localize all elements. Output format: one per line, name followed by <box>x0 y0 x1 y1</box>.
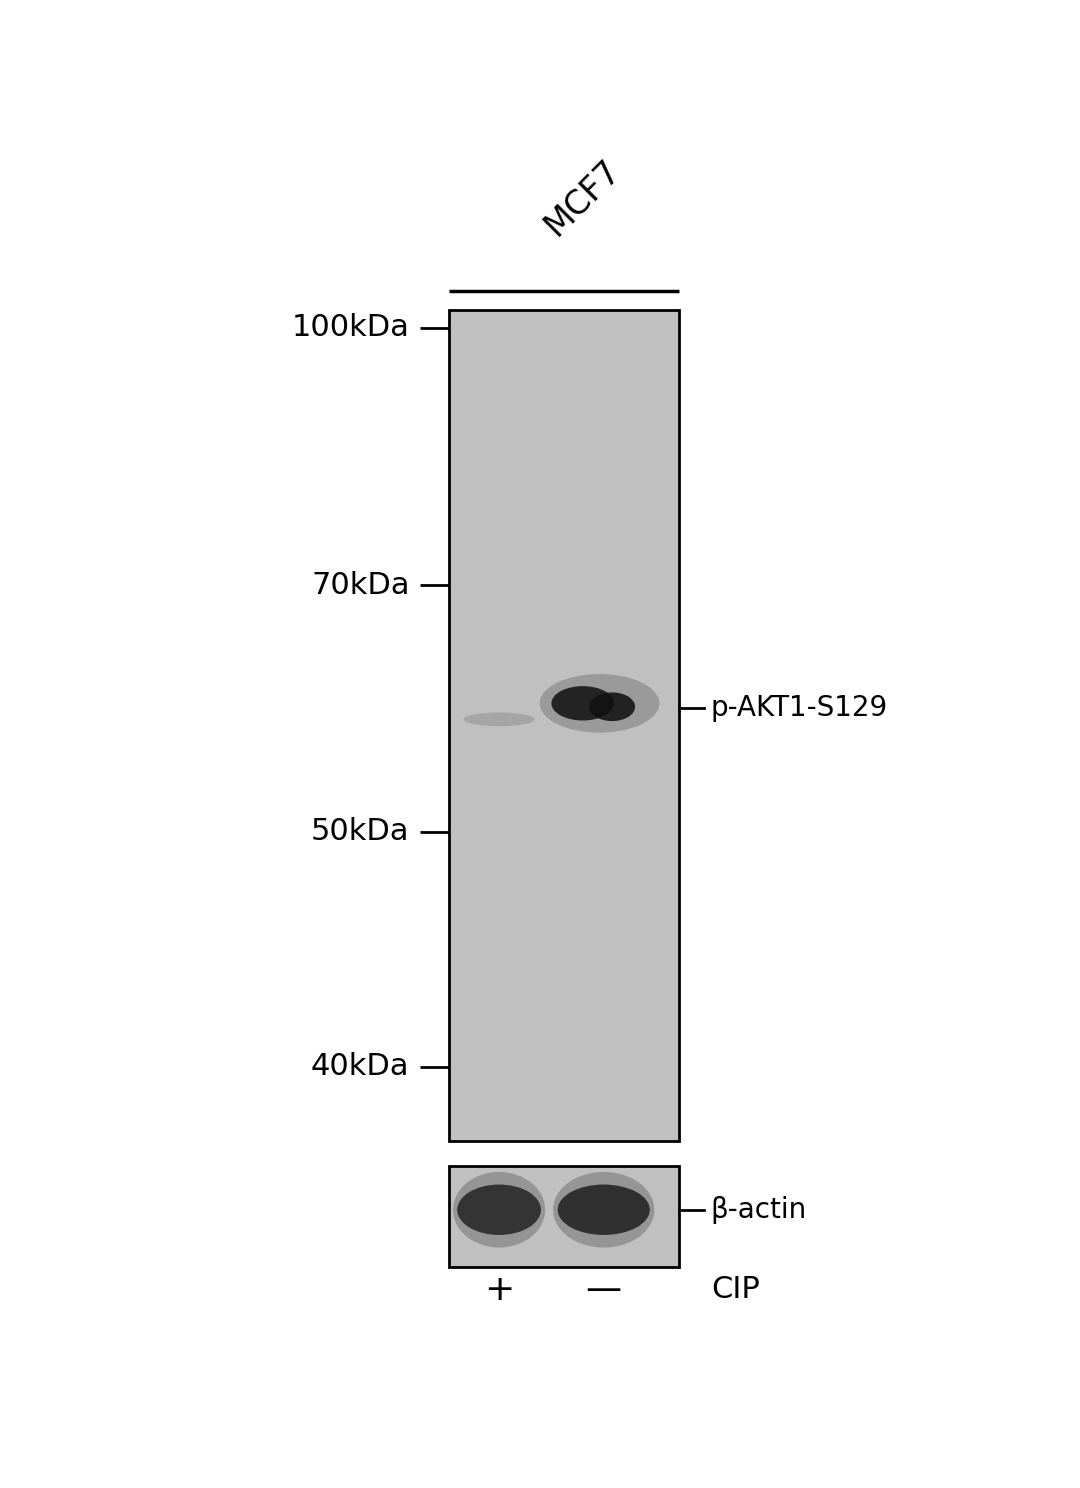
Ellipse shape <box>457 1184 541 1235</box>
Ellipse shape <box>552 686 615 720</box>
Ellipse shape <box>589 692 635 722</box>
Text: 50kDa: 50kDa <box>311 817 409 847</box>
Ellipse shape <box>557 1184 650 1235</box>
Bar <box>449 1167 679 1266</box>
Text: —: — <box>585 1272 622 1306</box>
Bar <box>449 311 679 1141</box>
Text: 40kDa: 40kDa <box>311 1052 409 1080</box>
Text: +: + <box>484 1272 514 1306</box>
Text: p-AKT1-S129: p-AKT1-S129 <box>711 693 888 722</box>
Text: CIP: CIP <box>711 1275 759 1305</box>
Text: 70kDa: 70kDa <box>311 571 409 600</box>
Ellipse shape <box>553 1173 654 1247</box>
Text: MCF7: MCF7 <box>539 153 627 241</box>
Text: β-actin: β-actin <box>711 1196 807 1223</box>
Ellipse shape <box>540 674 660 732</box>
Ellipse shape <box>454 1173 545 1247</box>
Text: 100kDa: 100kDa <box>292 312 409 342</box>
Ellipse shape <box>463 713 535 726</box>
